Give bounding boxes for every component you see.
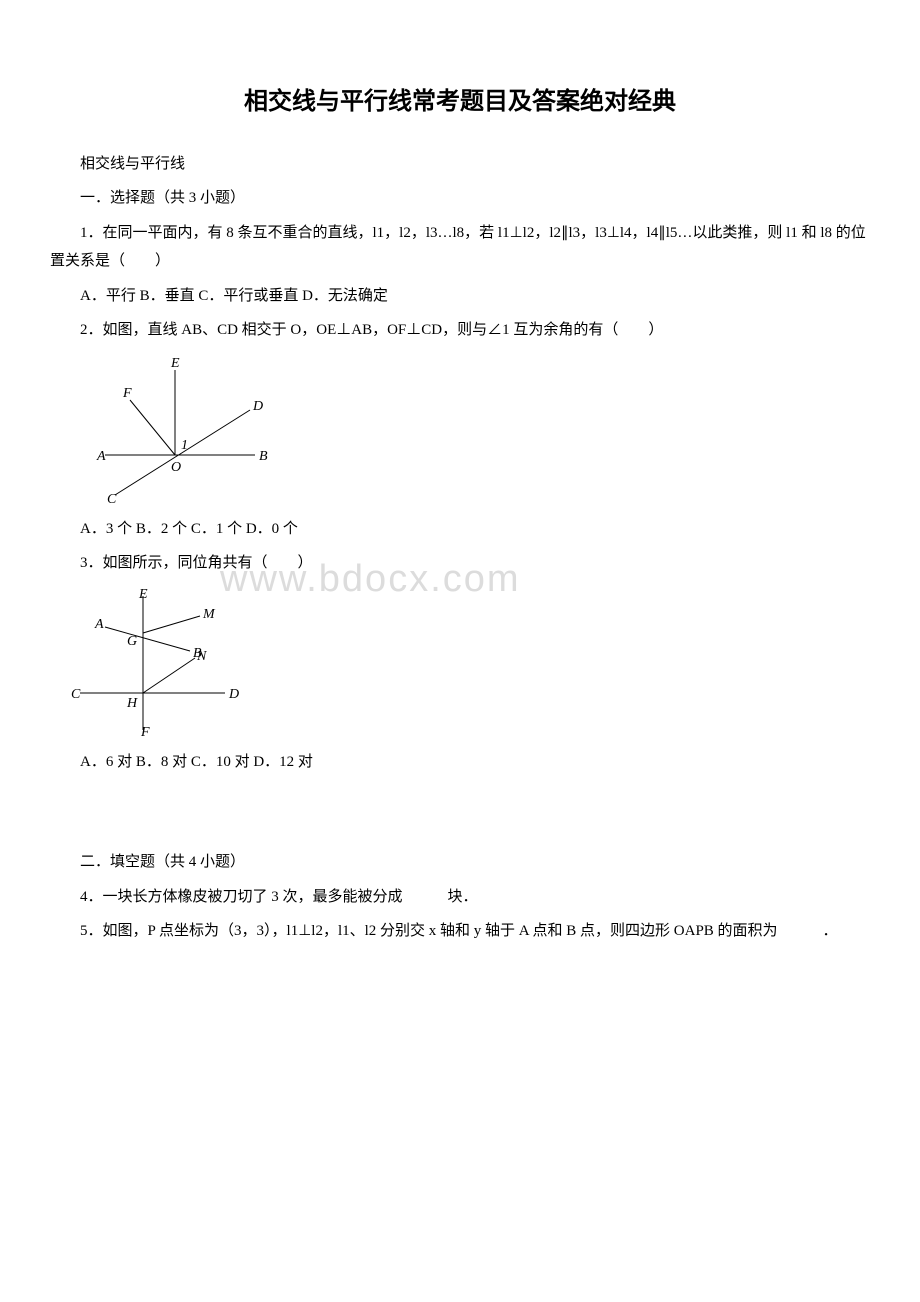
svg-text:G: G — [127, 634, 137, 649]
svg-text:M: M — [202, 607, 216, 622]
svg-text:H: H — [126, 696, 138, 711]
svg-text:C: C — [107, 492, 117, 505]
svg-text:A: A — [94, 617, 104, 632]
svg-text:D: D — [252, 399, 263, 414]
question-2: 2．如图，直线 AB、CD 相交于 O，OE⊥AB，OF⊥CD，则与∠1 互为余… — [50, 316, 870, 345]
svg-text:C: C — [71, 687, 81, 702]
svg-text:B: B — [259, 449, 268, 464]
question-3: 3．如图所示，同位角共有（ ） — [50, 549, 870, 578]
question-3-options: A．6 对 B．8 对 C．10 对 D．12 对 — [50, 748, 870, 777]
figure-1: A B C D E F O1 — [95, 355, 870, 505]
section-1-header: 一．选择题（共 3 小题） — [50, 184, 870, 213]
question-1-options: A．平行 B．垂直 C．平行或垂直 D．无法确定 — [50, 282, 870, 311]
svg-text:N: N — [196, 649, 207, 664]
question-4: 4．一块长方体橡皮被刀切了 3 次，最多能被分成 块． — [50, 883, 870, 912]
svg-text:F: F — [122, 386, 132, 401]
question-2-options: A．3 个 B．2 个 C．1 个 D．0 个 — [50, 515, 870, 544]
question-1: 1．在同一平面内，有 8 条互不重合的直线，l1，l2，l3…l8，若 l1⊥l… — [50, 219, 870, 276]
svg-text:E: E — [138, 588, 148, 602]
question-5: 5．如图，P 点坐标为（3，3），l1⊥l2，l1、l2 分别交 x 轴和 y … — [50, 917, 870, 946]
subtitle: 相交线与平行线 — [50, 150, 870, 179]
svg-text:O: O — [171, 460, 181, 475]
svg-text:F: F — [140, 725, 150, 738]
page-title: 相交线与平行线常考题目及答案绝对经典 — [50, 80, 870, 126]
svg-text:A: A — [96, 449, 106, 464]
svg-text:D: D — [228, 687, 239, 702]
section-2-header: 二．填空题（共 4 小题） — [50, 848, 870, 877]
svg-text:E: E — [170, 356, 180, 371]
figure-2: EFABMGCDHN — [65, 588, 870, 738]
svg-text:1: 1 — [181, 438, 188, 453]
